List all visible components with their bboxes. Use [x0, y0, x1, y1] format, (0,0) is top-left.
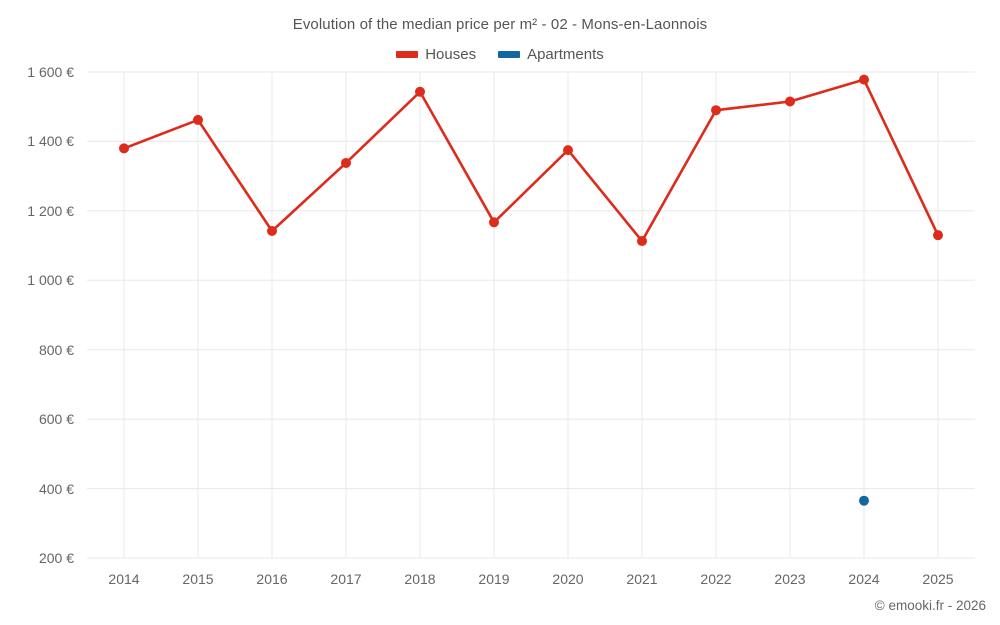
legend-item-apartments[interactable]: Apartments	[498, 46, 604, 63]
data-point-houses[interactable]	[859, 74, 869, 85]
x-tick-label: 2017	[330, 571, 362, 587]
series-lines	[122, 78, 940, 243]
x-tick-label: 2014	[108, 571, 140, 587]
y-tick-label: 1 000 €	[27, 272, 74, 289]
x-tick-label: 2025	[922, 571, 954, 587]
x-tick-label: 2016	[256, 571, 288, 587]
data-point-apartments[interactable]	[859, 495, 869, 506]
x-tick-label: 2019	[478, 571, 510, 587]
data-point-houses[interactable]	[711, 105, 721, 116]
x-tick-label: 2021	[626, 571, 658, 587]
legend-label-houses: Houses	[425, 46, 477, 63]
x-tick-label: 2022	[700, 571, 732, 587]
y-tick-label: 1 200 €	[27, 202, 74, 219]
data-point-houses[interactable]	[563, 145, 573, 156]
data-point-houses[interactable]	[785, 96, 795, 107]
y-tick-label: 200 €	[38, 550, 74, 566]
chart-title: Evolution of the median price per m² - 0…	[292, 16, 708, 33]
y-tick-label: 1 400 €	[27, 133, 74, 150]
data-point-houses[interactable]	[637, 236, 647, 247]
series-points	[119, 74, 943, 506]
gridlines-vertical	[123, 72, 939, 558]
data-point-houses[interactable]	[933, 230, 943, 241]
chart-legend: Houses Apartments	[0, 46, 1000, 63]
footer-credit: © emooki.fr - 2026	[874, 598, 986, 613]
x-tick-label: 2015	[182, 571, 214, 587]
legend-swatch-houses	[396, 51, 419, 58]
y-tick-label: 400 €	[38, 480, 74, 497]
y-tick-label: 1 600 €	[27, 64, 74, 80]
x-tick-label: 2024	[848, 571, 880, 587]
data-point-houses[interactable]	[489, 217, 499, 228]
data-point-houses[interactable]	[119, 143, 129, 154]
legend-label-apartments: Apartments	[527, 46, 604, 63]
data-point-houses[interactable]	[267, 225, 277, 236]
legend-swatch-apartments	[498, 51, 521, 58]
x-tick-label: 2018	[404, 571, 436, 587]
series-line-houses	[122, 78, 940, 243]
x-tick-label: 2020	[552, 571, 584, 587]
data-point-houses[interactable]	[341, 157, 351, 168]
gridlines-horizontal	[87, 71, 975, 559]
data-point-houses[interactable]	[415, 86, 425, 97]
data-point-houses[interactable]	[193, 114, 203, 125]
y-tick-label: 800 €	[38, 341, 74, 358]
x-tick-label: 2023	[774, 571, 806, 587]
y-tick-label: 600 €	[38, 411, 74, 428]
legend-item-houses[interactable]: Houses	[396, 46, 476, 63]
